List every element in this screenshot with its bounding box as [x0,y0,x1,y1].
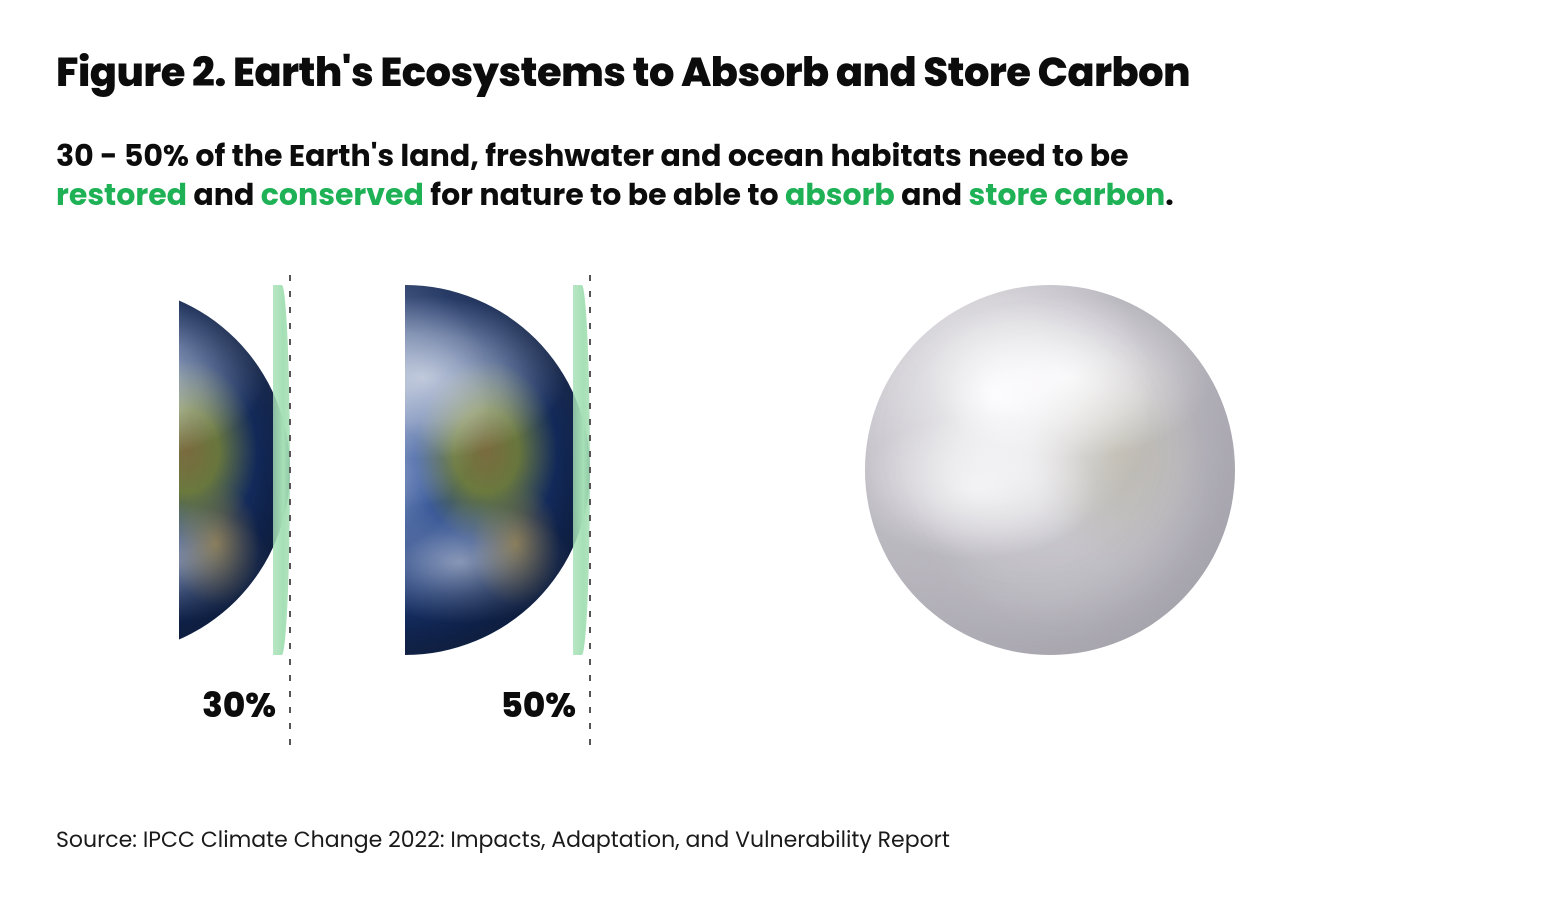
subtitle-text: . [1165,173,1173,216]
figure-title: Figure 2. Earth's Ecosystems to Absorb a… [56,42,1488,102]
figure-subtitle: 30 - 50% of the Earth's land, freshwater… [56,136,1256,214]
source-citation: Source: IPCC Climate Change 2022: Impact… [56,823,950,856]
guide-line [588,275,592,750]
subtitle-highlight: restored [56,173,187,216]
globe-slice-30 [179,285,290,655]
earth-globe-faded-icon [865,285,1235,655]
figure-area: 30% 50% [0,260,1544,780]
subtitle-text: for nature to be able to [424,173,785,216]
slice-percent-label: 30% [202,680,276,731]
infographic-page: Figure 2. Earth's Ecosystems to Absorb a… [0,0,1544,900]
earth-globe-icon [405,285,590,655]
subtitle-highlight: conserved [261,173,424,216]
guide-line [288,275,292,750]
subtitle-text: and [895,173,969,216]
subtitle-highlight: store carbon [969,173,1166,216]
subtitle-text: 30 - 50% of the Earth's land, freshwater… [56,134,1129,177]
globe-slice-50 [405,285,590,655]
subtitle-text: and [187,173,261,216]
subtitle-highlight: absorb [785,173,895,216]
slice-percent-label: 50% [501,680,576,731]
